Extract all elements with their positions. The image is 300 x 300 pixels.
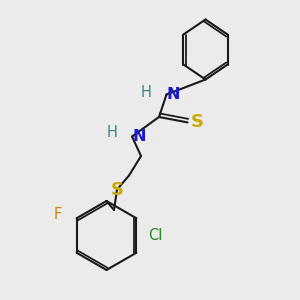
Text: F: F (53, 207, 62, 222)
Text: S: S (190, 113, 203, 131)
Text: H: H (141, 85, 152, 100)
Text: N: N (132, 129, 146, 144)
Text: S: S (110, 181, 124, 199)
Text: H: H (107, 125, 118, 140)
Text: Cl: Cl (148, 228, 163, 243)
Text: N: N (167, 87, 180, 102)
